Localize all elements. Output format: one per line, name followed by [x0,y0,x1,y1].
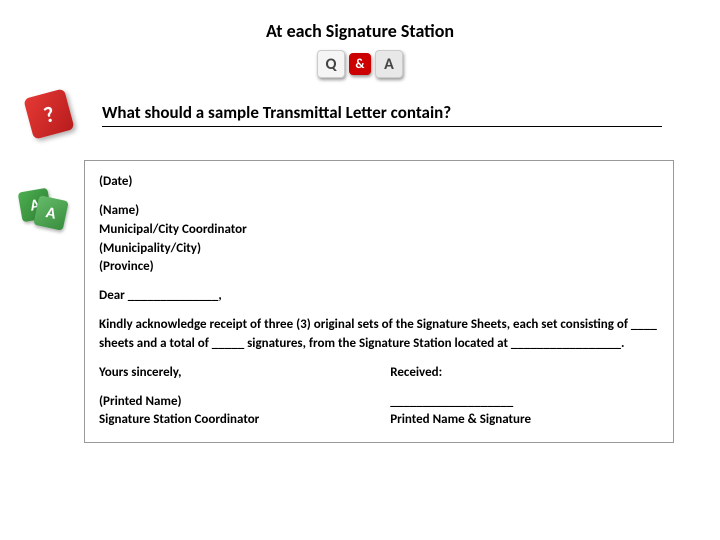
letter-closing: Yours sincerely, [99,364,368,383]
page-title: At each Signature Station [0,0,720,50]
a-dice-icon: A [375,50,403,78]
letter-name: (Name) [99,202,659,221]
letter-signature-line: ___________________ [390,393,659,412]
qa-dice-graphic: Q & A [0,50,720,78]
letter-salutation: Dear ______________, [99,287,659,306]
letter-coordinator: Signature Station Coordinator [99,411,368,430]
answer-row: A A (Date) (Name) Municipal/City Coordin… [20,160,720,443]
letter-municipality: (Municipality/City) [99,240,659,259]
question-die-icon: ? [23,88,74,139]
letter-received-label: Received: [390,364,659,383]
letter-template: (Date) (Name) Municipal/City Coordinator… [84,160,674,443]
letter-role: Municipal/City Coordinator [99,221,659,240]
letter-recv-name-label: Printed Name & Signature [390,411,659,430]
answer-die-front: A [33,195,69,231]
letter-date: (Date) [99,173,659,192]
letter-printed-name: (Printed Name) [99,393,368,412]
letter-body: Kindly acknowledge receipt of three (3) … [99,316,659,354]
letter-province: (Province) [99,258,659,277]
question-text: What should a sample Transmittal Letter … [102,102,662,127]
amp-dice-icon: & [349,53,371,75]
answer-die-icon: A A [20,190,64,234]
question-row: ? What should a sample Transmittal Lette… [28,93,720,135]
q-dice-icon: Q [317,50,345,78]
